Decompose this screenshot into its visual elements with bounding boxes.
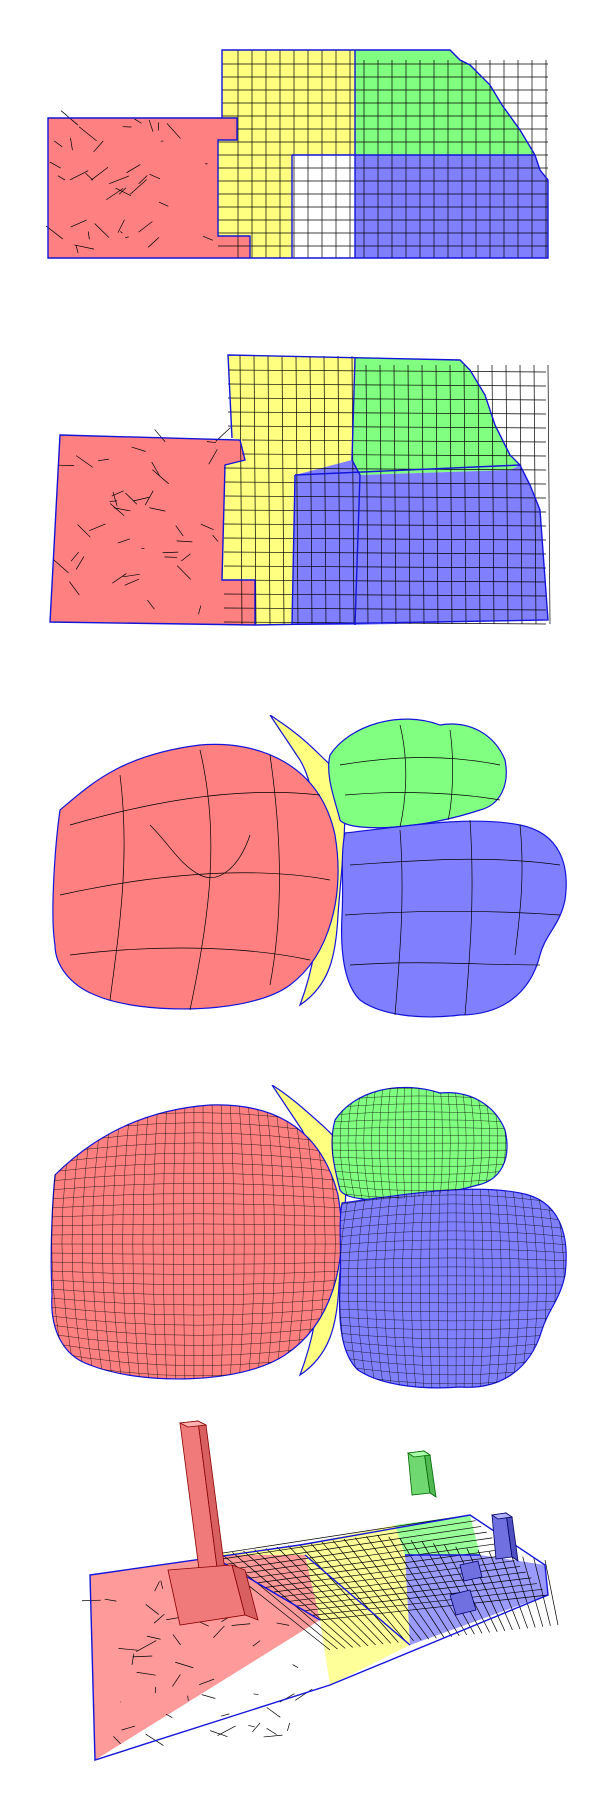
region-blue (292, 460, 548, 625)
state-borders (47, 49, 549, 259)
region-blue (405, 1555, 548, 1645)
county-lines (53, 355, 551, 625)
map-adjusted-panel (0, 340, 600, 640)
state-borders (49, 354, 549, 626)
county-lines (45, 50, 548, 258)
region-green (355, 50, 535, 155)
region-blue (355, 155, 548, 258)
region-green (328, 718, 507, 829)
region-yellow (210, 1525, 410, 1685)
prism-blue (449, 1512, 519, 1616)
county-lines (59, 724, 561, 1016)
region-red (90, 1545, 320, 1760)
cartogram-panel (0, 715, 600, 1020)
map-original (45, 49, 549, 259)
region-red (52, 743, 339, 1010)
map-original-panel (0, 30, 600, 280)
cartogram-mesh (50, 1085, 567, 1389)
region-red (48, 118, 250, 258)
prism-3d-map (81, 1420, 559, 1761)
prism-green (406, 1450, 437, 1498)
prism-red-tall (178, 1420, 227, 1580)
region-red (50, 435, 255, 625)
map-adjusted (49, 354, 551, 626)
region-blue (341, 820, 567, 1018)
cartogram (52, 715, 567, 1018)
region-green (331, 1086, 508, 1201)
region-yellow (218, 50, 355, 258)
state-borders (89, 1514, 549, 1761)
cartogram-mesh-panel (0, 1085, 600, 1395)
region-red (50, 1104, 342, 1380)
prism-3d-panel (0, 1415, 600, 1775)
prism-red-base (167, 1564, 259, 1626)
region-blue (338, 1188, 567, 1389)
